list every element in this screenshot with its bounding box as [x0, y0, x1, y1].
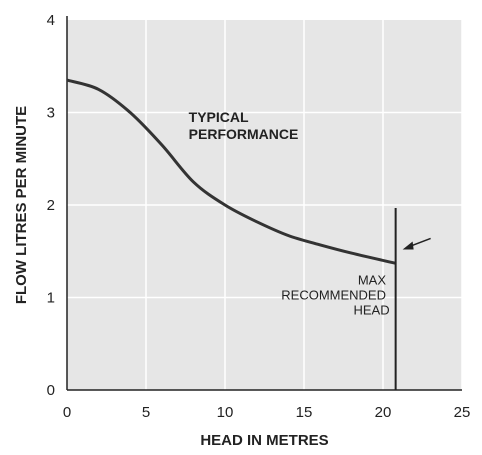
max-head-line-3: HEAD: [354, 303, 390, 318]
x-tick-label: 25: [454, 404, 471, 421]
max-head-line-2: RECOMMENDED: [281, 288, 386, 303]
x-axis-title: HEAD IN METRES: [200, 432, 328, 449]
y-tick-label: 3: [47, 105, 55, 122]
y-axis-title: FLOW LITRES PER MINUTE: [13, 106, 30, 304]
performance-curve: [66, 78, 396, 265]
y-axis-ticks: 0 1 2 3 4: [47, 12, 55, 399]
y-tick-label: 1: [47, 290, 55, 307]
y-tick-label: 0: [47, 382, 55, 399]
x-tick-label: 5: [142, 404, 150, 421]
x-tick-label: 15: [296, 404, 313, 421]
max-head-arrow: [402, 237, 431, 250]
x-tick-label: 10: [217, 404, 234, 421]
arrow-head: [402, 241, 414, 250]
max-head-line-1: MAX: [358, 273, 387, 288]
max-recommended-head-label: MAX RECOMMENDED HEAD: [281, 273, 389, 318]
typical-performance-line-1: TYPICAL: [189, 109, 249, 125]
x-tick-label: 20: [375, 404, 392, 421]
y-tick-label: 2: [47, 197, 55, 214]
typical-performance-line-2: PERFORMANCE: [189, 126, 299, 142]
x-tick-label: 0: [63, 404, 71, 421]
typical-performance-label: TYPICAL PERFORMANCE: [189, 109, 299, 142]
y-tick-label: 4: [47, 12, 55, 29]
arrow-shaft: [409, 237, 431, 248]
x-axis-ticks: 0 5 10 15 20 25: [63, 404, 471, 421]
